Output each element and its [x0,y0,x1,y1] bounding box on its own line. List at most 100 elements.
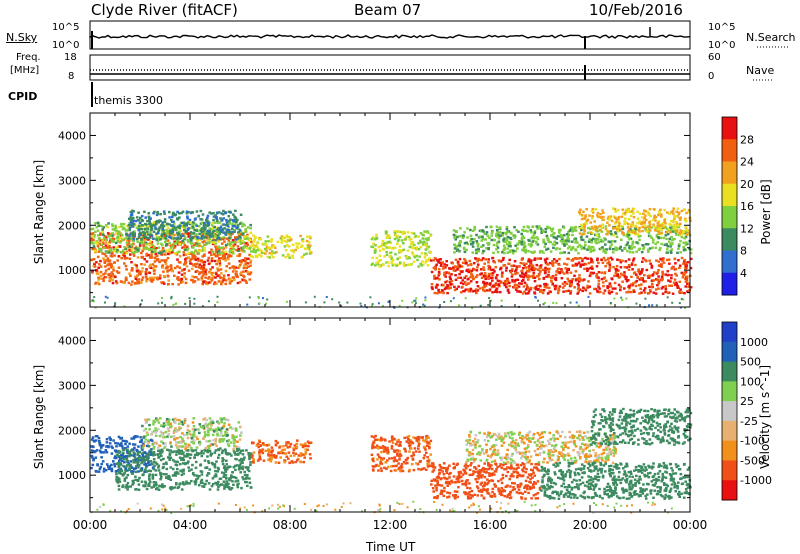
data-cell [127,227,130,230]
data-cell [222,231,225,234]
data-cell [207,448,210,452]
data-cell [487,264,490,268]
data-cell [677,259,680,262]
data-cell [469,275,472,279]
data-cell [374,249,377,252]
data-cell [648,304,650,307]
data-cell [689,266,693,270]
data-cell [684,306,686,309]
data-cell [183,272,186,275]
data-cell [669,243,673,246]
data-cell [476,274,479,277]
data-cell [542,238,545,241]
data-cell [118,245,122,248]
data-cell [309,236,312,240]
data-cell [227,257,230,261]
data-cell [197,428,200,431]
data-cell [557,267,561,270]
data-cell [307,241,311,244]
data-cell [455,245,459,248]
data-cell [431,287,434,291]
data-cell [410,231,414,235]
data-cell [638,238,641,242]
data-cell [560,237,564,240]
data-cell [503,251,506,255]
data-cell [487,303,490,306]
data-cell [192,431,196,434]
data-cell [199,464,202,467]
data-cell [516,290,519,293]
data-cell [211,271,214,275]
data-cell [654,215,658,219]
data-cell [486,234,490,237]
data-cell [643,209,646,212]
data-cell [677,247,680,250]
data-cell [157,227,160,231]
data-cell [129,253,132,256]
data-cell [227,466,230,469]
data-cell [257,253,261,256]
data-cell [160,253,164,256]
data-cell [594,227,598,230]
data-cell [115,480,119,483]
data-cell [220,242,224,245]
data-cell [219,257,223,260]
data-cell [194,460,198,464]
data-cell [492,243,496,247]
data-cell [656,228,660,231]
data-cell [207,281,211,284]
data-cell [664,287,668,291]
data-cell [648,226,651,229]
data-cell [677,244,681,248]
data-cell [617,220,620,223]
data-cell [219,268,223,271]
data-cell [121,439,125,442]
data-cell [673,230,677,233]
data-cell [198,271,202,274]
data-cell [187,269,191,272]
data-cell [188,297,191,300]
data-cell [476,243,480,246]
data-cell [200,449,204,453]
data-cell [448,281,452,284]
data-cell [637,235,641,238]
data-cell [181,462,185,465]
data-cell [238,465,241,469]
data-cell [150,243,154,246]
data-cell [610,290,614,294]
data-cell [524,244,527,248]
data-cell [580,238,583,241]
data-cell [216,295,219,298]
data-cell [146,227,149,230]
data-cell [126,240,129,243]
data-cell [606,285,609,288]
data-cell [122,281,126,284]
data-cell [434,268,437,271]
data-cell [191,255,195,259]
data-cell [558,231,561,234]
data-cell [126,236,129,240]
data-cell [646,274,650,278]
data-cell [626,210,629,214]
data-cell [221,213,225,216]
data-cell [234,222,238,225]
data-cell [166,229,169,233]
data-cell [100,224,103,228]
data-cell [638,222,641,225]
data-cell [578,232,582,235]
data-cell [412,260,416,263]
data-cell [578,274,581,277]
data-cell [487,261,490,264]
colorbar-tick-label: 4 [740,267,747,280]
data-cell [681,273,685,276]
data-cell [559,239,563,243]
data-cell [608,269,611,272]
data-cell [234,236,237,239]
data-cell [669,223,673,226]
data-cell [130,437,133,440]
data-cell [245,266,248,270]
data-cell [244,230,248,233]
data-cell [178,266,182,269]
data-cell [534,288,538,291]
data-cell [218,221,222,224]
